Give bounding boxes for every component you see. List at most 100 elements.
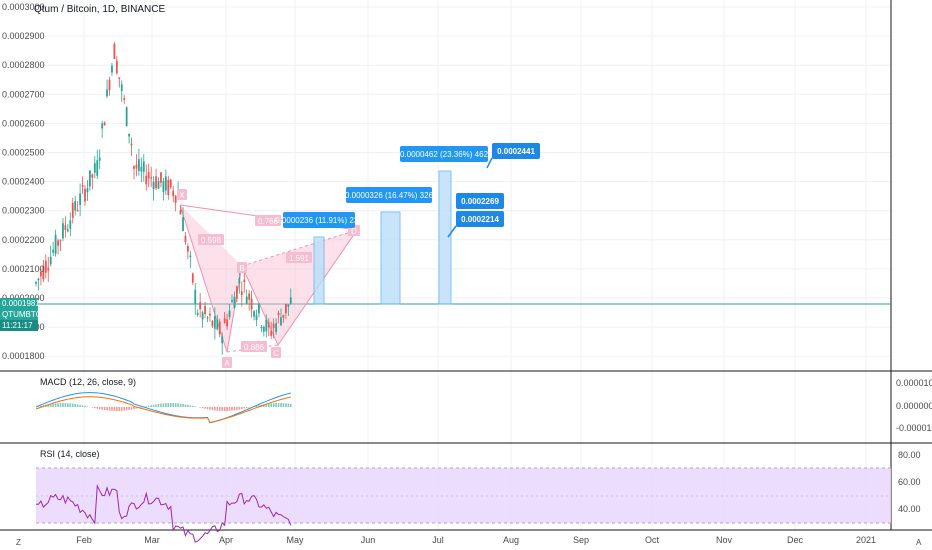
target-1-label-box[interactable] xyxy=(283,212,355,228)
macd-bar xyxy=(116,407,118,411)
time-axis-label: Sep xyxy=(573,535,589,545)
macd-bar xyxy=(258,405,260,407)
callout-2214-box[interactable] xyxy=(456,211,504,227)
candle-body xyxy=(187,246,189,252)
candles xyxy=(35,41,292,355)
price-axis-label: 0.0002300 xyxy=(2,206,45,216)
macd-bar xyxy=(91,407,94,408)
macd-bar xyxy=(245,407,248,409)
macd-bar xyxy=(189,405,192,407)
macd-bar xyxy=(236,407,238,411)
macd-bar xyxy=(67,403,69,407)
candle-body xyxy=(140,166,143,172)
ratio-xd-label: 0.766 xyxy=(258,217,279,226)
harmonic-bcd xyxy=(242,230,357,345)
candle-body xyxy=(201,312,204,320)
macd-bar xyxy=(221,407,223,411)
timezone-button[interactable]: Z xyxy=(16,538,21,547)
callout-2269: 0.0002269 xyxy=(461,197,499,206)
rsi-band xyxy=(36,468,891,523)
macd-bar xyxy=(165,403,167,407)
callout-2214: 0.0002214 xyxy=(461,215,499,224)
macd-bar xyxy=(172,403,174,407)
candle-body xyxy=(37,278,40,281)
macd-bar xyxy=(133,407,135,410)
target-2-label-box[interactable] xyxy=(346,187,432,203)
candle-body xyxy=(93,163,96,173)
candle-body xyxy=(216,319,219,330)
macd-bar xyxy=(287,403,290,407)
time-axis[interactable]: Feb Mar Apr May Jun Jul Aug Sep Oct Nov Dec 2021 xyxy=(76,535,876,545)
candle-body xyxy=(272,323,275,329)
candle-body xyxy=(103,122,106,126)
callout-2441-box[interactable] xyxy=(492,143,540,159)
candle-body xyxy=(138,159,140,171)
macd-bar xyxy=(64,403,67,407)
candle-body xyxy=(270,330,273,336)
candle-body xyxy=(287,304,290,307)
point-a-label: A xyxy=(224,359,230,368)
target-projections[interactable]: 0.0000236 (11.91%) 236 0.0000326 (16.47%… xyxy=(275,143,540,305)
candle-body xyxy=(84,189,86,202)
price-axis-label: 0.0002100 xyxy=(2,264,45,274)
candle-body xyxy=(42,265,45,280)
auto-scale-button[interactable]: A xyxy=(916,538,922,547)
macd-bar xyxy=(160,403,162,407)
target-1-range[interactable] xyxy=(313,236,325,305)
macd-bar xyxy=(103,407,106,411)
macd-bar xyxy=(62,403,64,407)
macd-bar xyxy=(211,407,214,411)
macd-title[interactable]: MACD (12, 26, close, 9) xyxy=(40,377,136,387)
target-3-label-box[interactable] xyxy=(400,146,488,162)
time-axis-label: Apr xyxy=(219,535,233,545)
target-2-range[interactable] xyxy=(380,211,401,305)
macd-bar xyxy=(123,407,125,411)
candle-body xyxy=(66,229,69,232)
candle-body xyxy=(79,193,81,205)
macd-bar xyxy=(49,403,52,407)
candle-body xyxy=(150,177,153,179)
rsi-axis-80: 80.00 xyxy=(898,450,921,460)
macd-bar xyxy=(280,403,282,407)
macd-bar xyxy=(290,403,292,407)
macd-bar xyxy=(209,407,211,410)
candle-body xyxy=(282,314,285,318)
candle-body xyxy=(89,170,91,187)
macd-bar xyxy=(59,403,62,407)
rsi-title[interactable]: RSI (14, close) xyxy=(40,449,100,459)
candle-body xyxy=(260,326,263,329)
target-3-range[interactable] xyxy=(438,170,452,305)
macd-bar xyxy=(228,407,231,411)
macd-bar xyxy=(167,403,170,407)
macd-axis-zero: 0.0000000 xyxy=(896,401,932,411)
macd-bar xyxy=(79,404,81,407)
candle-body xyxy=(199,302,202,310)
macd-bar xyxy=(214,407,216,411)
candle-body xyxy=(101,123,104,129)
time-axis-label: Oct xyxy=(645,535,660,545)
candle-body xyxy=(108,79,111,91)
macd-bar xyxy=(248,407,250,408)
macd-bar xyxy=(231,407,233,411)
point-c-label: C xyxy=(273,349,279,358)
callout-2269-box[interactable] xyxy=(456,193,504,209)
macd-bar xyxy=(187,404,189,407)
candle-body xyxy=(91,174,94,178)
macd-bar xyxy=(152,404,155,407)
candle-body xyxy=(155,176,157,189)
macd-bar xyxy=(37,406,40,407)
harmonic-bd xyxy=(241,229,358,267)
price-axis-label: 0.0002700 xyxy=(2,89,45,99)
candle-body xyxy=(211,321,214,327)
macd-bar xyxy=(98,407,101,410)
price-axis-label: 0.0002400 xyxy=(2,177,45,187)
candle-body xyxy=(226,319,228,327)
candle-body xyxy=(35,282,37,284)
candle-body xyxy=(115,60,118,74)
macd-bar xyxy=(233,407,236,411)
candle-body xyxy=(228,310,231,318)
candle-body xyxy=(240,291,243,296)
candle-body xyxy=(277,313,280,316)
rsi-axis-40: 40.00 xyxy=(898,504,921,514)
